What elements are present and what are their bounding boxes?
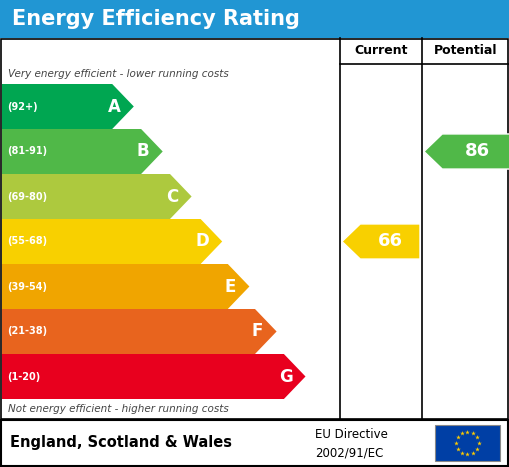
Text: (1-20): (1-20) — [7, 372, 40, 382]
Text: 86: 86 — [465, 142, 490, 161]
Bar — [1, 39, 508, 419]
Polygon shape — [2, 84, 134, 129]
Bar — [435, 425, 500, 461]
Polygon shape — [2, 354, 305, 399]
Bar — [1, 420, 508, 466]
Text: Current: Current — [354, 44, 408, 57]
Text: C: C — [166, 187, 178, 205]
Text: Potential: Potential — [434, 44, 497, 57]
Text: Not energy efficient - higher running costs: Not energy efficient - higher running co… — [8, 404, 229, 414]
Polygon shape — [2, 264, 249, 309]
Text: Very energy efficient - lower running costs: Very energy efficient - lower running co… — [8, 69, 229, 79]
Text: (69-80): (69-80) — [7, 191, 47, 201]
Text: E: E — [224, 277, 236, 296]
Text: (21-38): (21-38) — [7, 326, 47, 337]
Text: England, Scotland & Wales: England, Scotland & Wales — [10, 436, 232, 451]
Text: Energy Efficiency Rating: Energy Efficiency Rating — [12, 9, 300, 29]
Text: (92+): (92+) — [7, 101, 38, 112]
Text: F: F — [251, 323, 263, 340]
Polygon shape — [2, 219, 222, 264]
Text: (39-54): (39-54) — [7, 282, 47, 291]
Text: B: B — [137, 142, 150, 161]
Polygon shape — [2, 174, 191, 219]
Polygon shape — [2, 309, 276, 354]
Text: 66: 66 — [378, 233, 403, 250]
Polygon shape — [342, 224, 420, 259]
Text: EU Directive: EU Directive — [315, 428, 388, 441]
Text: D: D — [196, 233, 210, 250]
Text: (55-68): (55-68) — [7, 236, 47, 247]
Text: A: A — [108, 98, 121, 115]
Polygon shape — [424, 134, 509, 169]
Bar — [0, 0, 509, 38]
Text: G: G — [279, 368, 293, 385]
Text: 2002/91/EC: 2002/91/EC — [315, 446, 383, 459]
Polygon shape — [2, 129, 163, 174]
Text: (81-91): (81-91) — [7, 147, 47, 156]
